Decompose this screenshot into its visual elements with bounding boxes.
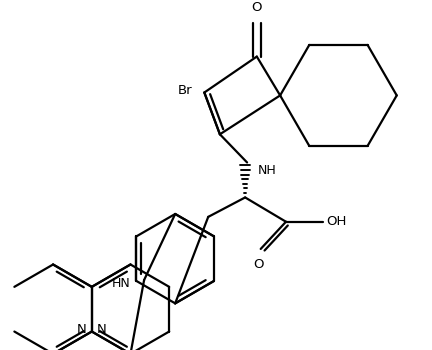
Text: OH: OH	[326, 215, 346, 228]
Text: Br: Br	[178, 84, 193, 97]
Text: N: N	[77, 323, 87, 336]
Text: O: O	[251, 1, 262, 14]
Text: NH: NH	[258, 164, 276, 177]
Text: N: N	[97, 323, 106, 336]
Text: O: O	[254, 258, 264, 271]
Text: HN: HN	[112, 278, 130, 290]
